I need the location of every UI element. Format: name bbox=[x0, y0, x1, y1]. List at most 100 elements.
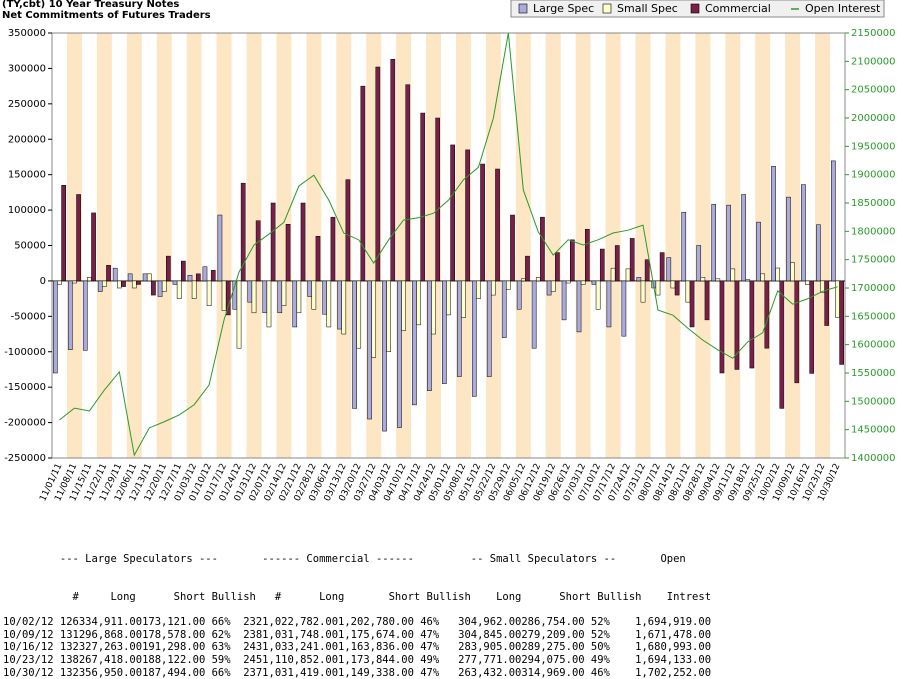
bar bbox=[435, 117, 441, 282]
table-header: # Long Short Bullish # Long Short Bullis… bbox=[3, 590, 712, 603]
bar bbox=[629, 238, 635, 282]
bar bbox=[251, 280, 257, 314]
y-tick-label: -100000 bbox=[4, 347, 46, 358]
y-tick-label: 150000 bbox=[8, 170, 46, 181]
bar bbox=[741, 194, 746, 282]
bar bbox=[525, 255, 530, 282]
bar bbox=[206, 280, 212, 306]
bar bbox=[367, 280, 372, 420]
bar bbox=[501, 280, 507, 338]
table-row: 10/30/12 132356,950.00187,494.00 66% 237… bbox=[3, 666, 712, 679]
bar bbox=[816, 224, 821, 282]
y2-tick-label: 2050000 bbox=[851, 85, 896, 96]
bar bbox=[172, 280, 178, 285]
bar bbox=[307, 280, 313, 297]
bar bbox=[427, 280, 432, 391]
band bbox=[156, 33, 172, 458]
line bbox=[59, 32, 838, 457]
bar bbox=[636, 277, 642, 282]
bar bbox=[136, 280, 141, 285]
bar bbox=[386, 280, 391, 352]
bar bbox=[191, 280, 197, 299]
bar bbox=[187, 275, 193, 282]
bar bbox=[546, 280, 552, 296]
bar bbox=[277, 280, 283, 314]
bar bbox=[659, 252, 665, 282]
bar bbox=[176, 280, 182, 299]
bar bbox=[412, 280, 417, 406]
y-tick-label: 50000 bbox=[14, 241, 46, 252]
bar bbox=[835, 280, 840, 318]
bar bbox=[764, 280, 770, 349]
bar bbox=[82, 280, 88, 351]
bar bbox=[87, 277, 92, 282]
table-row: 10/02/12 126334,911.00173,121.00 66% 232… bbox=[3, 616, 712, 629]
bar bbox=[456, 280, 462, 377]
bar bbox=[67, 280, 73, 350]
bar bbox=[805, 280, 810, 285]
bar bbox=[142, 273, 148, 282]
band bbox=[126, 33, 142, 458]
bar bbox=[405, 84, 411, 282]
bar bbox=[580, 280, 586, 285]
bar bbox=[91, 212, 96, 282]
bar bbox=[689, 280, 695, 328]
bar bbox=[540, 216, 545, 282]
bar bbox=[146, 273, 152, 282]
bar bbox=[247, 280, 253, 303]
bar bbox=[296, 280, 302, 314]
bar bbox=[749, 280, 755, 369]
y2-tick-label: 1900000 bbox=[851, 170, 896, 181]
y-tick-label: -250000 bbox=[4, 453, 46, 464]
bar bbox=[621, 280, 627, 337]
band bbox=[635, 33, 651, 458]
bar bbox=[285, 224, 291, 282]
bar bbox=[760, 273, 766, 282]
bar bbox=[595, 280, 601, 310]
band bbox=[755, 33, 771, 458]
bar bbox=[599, 248, 605, 282]
bar bbox=[181, 260, 186, 282]
bar bbox=[311, 280, 317, 310]
bar bbox=[157, 280, 163, 297]
bar bbox=[397, 280, 402, 428]
bar bbox=[442, 280, 447, 384]
band bbox=[96, 33, 112, 458]
bar bbox=[486, 280, 492, 377]
bar bbox=[416, 280, 421, 326]
bar bbox=[555, 252, 560, 282]
table-header: --- Large Speculators --- ------ Commerc… bbox=[3, 553, 686, 566]
bar bbox=[97, 280, 103, 292]
y2-tick-label: 1750000 bbox=[851, 255, 896, 266]
bar bbox=[535, 277, 541, 282]
y2-tick-label: 1850000 bbox=[851, 198, 896, 209]
bar bbox=[352, 280, 357, 409]
bar bbox=[446, 280, 451, 316]
y2-tick-label: 1600000 bbox=[851, 340, 896, 351]
band bbox=[575, 33, 591, 458]
bar bbox=[315, 236, 321, 282]
band bbox=[515, 33, 531, 458]
chart-title: (TY,cbt) 10 Year Treasury Notes bbox=[2, 0, 179, 10]
legend-label: Small Spec bbox=[617, 2, 678, 15]
band bbox=[665, 33, 681, 458]
bar bbox=[461, 280, 466, 318]
bar bbox=[584, 228, 590, 282]
bar bbox=[644, 259, 650, 282]
bar bbox=[221, 280, 227, 311]
bar bbox=[375, 66, 381, 282]
y2-tick-label: 2150000 bbox=[851, 28, 896, 39]
y-tick-label: 0 bbox=[40, 276, 46, 287]
bar bbox=[61, 185, 66, 282]
y-tick-label: 350000 bbox=[8, 28, 46, 39]
bar bbox=[102, 280, 107, 287]
band bbox=[695, 33, 711, 458]
bar bbox=[666, 257, 672, 282]
bar bbox=[76, 194, 81, 282]
bar bbox=[696, 245, 702, 282]
bar bbox=[360, 85, 366, 282]
bar bbox=[614, 245, 620, 282]
legend-label: Open Interest bbox=[805, 2, 881, 15]
bar bbox=[281, 280, 287, 306]
